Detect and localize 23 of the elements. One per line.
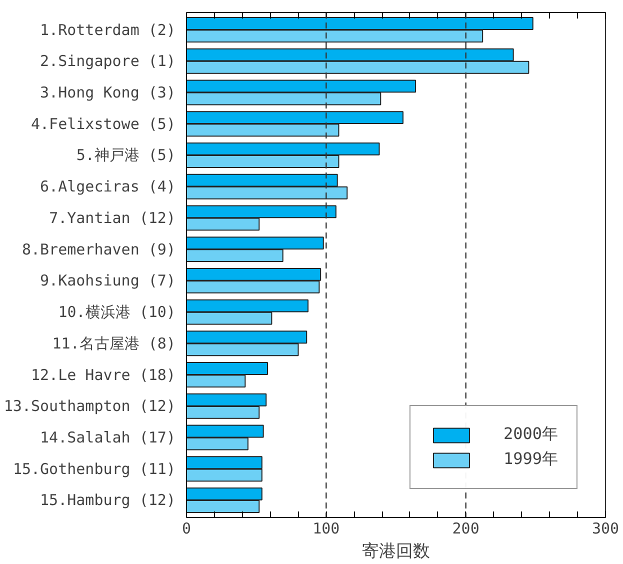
y-tick-label: 15.Hamburg (12) <box>40 491 176 510</box>
y-tick-label: 3.Hong Kong (3) <box>40 83 176 102</box>
y-tick-label: 7.Yantian (12) <box>49 208 176 227</box>
y-tick-label: 1.Rotterdam (2) <box>40 20 176 39</box>
y-tick-label: 13.Southampton (12) <box>4 397 176 416</box>
y-tick-label: 8.Bremerhaven (9) <box>22 240 176 258</box>
y-tick-label: 9.Kaohsiung (7) <box>40 272 176 290</box>
y-tick-label: 12.Le Havre (18) <box>31 366 176 384</box>
y-tick-label: 5.神戸港 (5) <box>76 146 176 164</box>
y-tick-label: 14.Salalah (17) <box>40 428 176 447</box>
y-tick-label: 15.Gothenburg (11) <box>12 460 176 478</box>
x-tick-label: 300 <box>592 520 620 538</box>
legend-label: 1999年 <box>503 449 558 470</box>
x-tick-label: 0 <box>182 520 192 538</box>
x-tick-label: 200 <box>452 520 480 538</box>
y-tick-label: 4.Felixstowe (5) <box>31 114 176 133</box>
legend-label: 2000年 <box>503 424 558 445</box>
y-tick-label: 10.横浜港 (10) <box>58 303 176 322</box>
y-tick-label: 2.Singapore (1) <box>40 52 176 70</box>
x-axis-title: 寄港回数 <box>362 542 430 562</box>
y-tick-label: 6.Algeciras (4) <box>40 178 176 196</box>
y-tick-label: 11.名古屋港 (8) <box>52 334 176 352</box>
x-tick-label: 100 <box>312 520 340 538</box>
